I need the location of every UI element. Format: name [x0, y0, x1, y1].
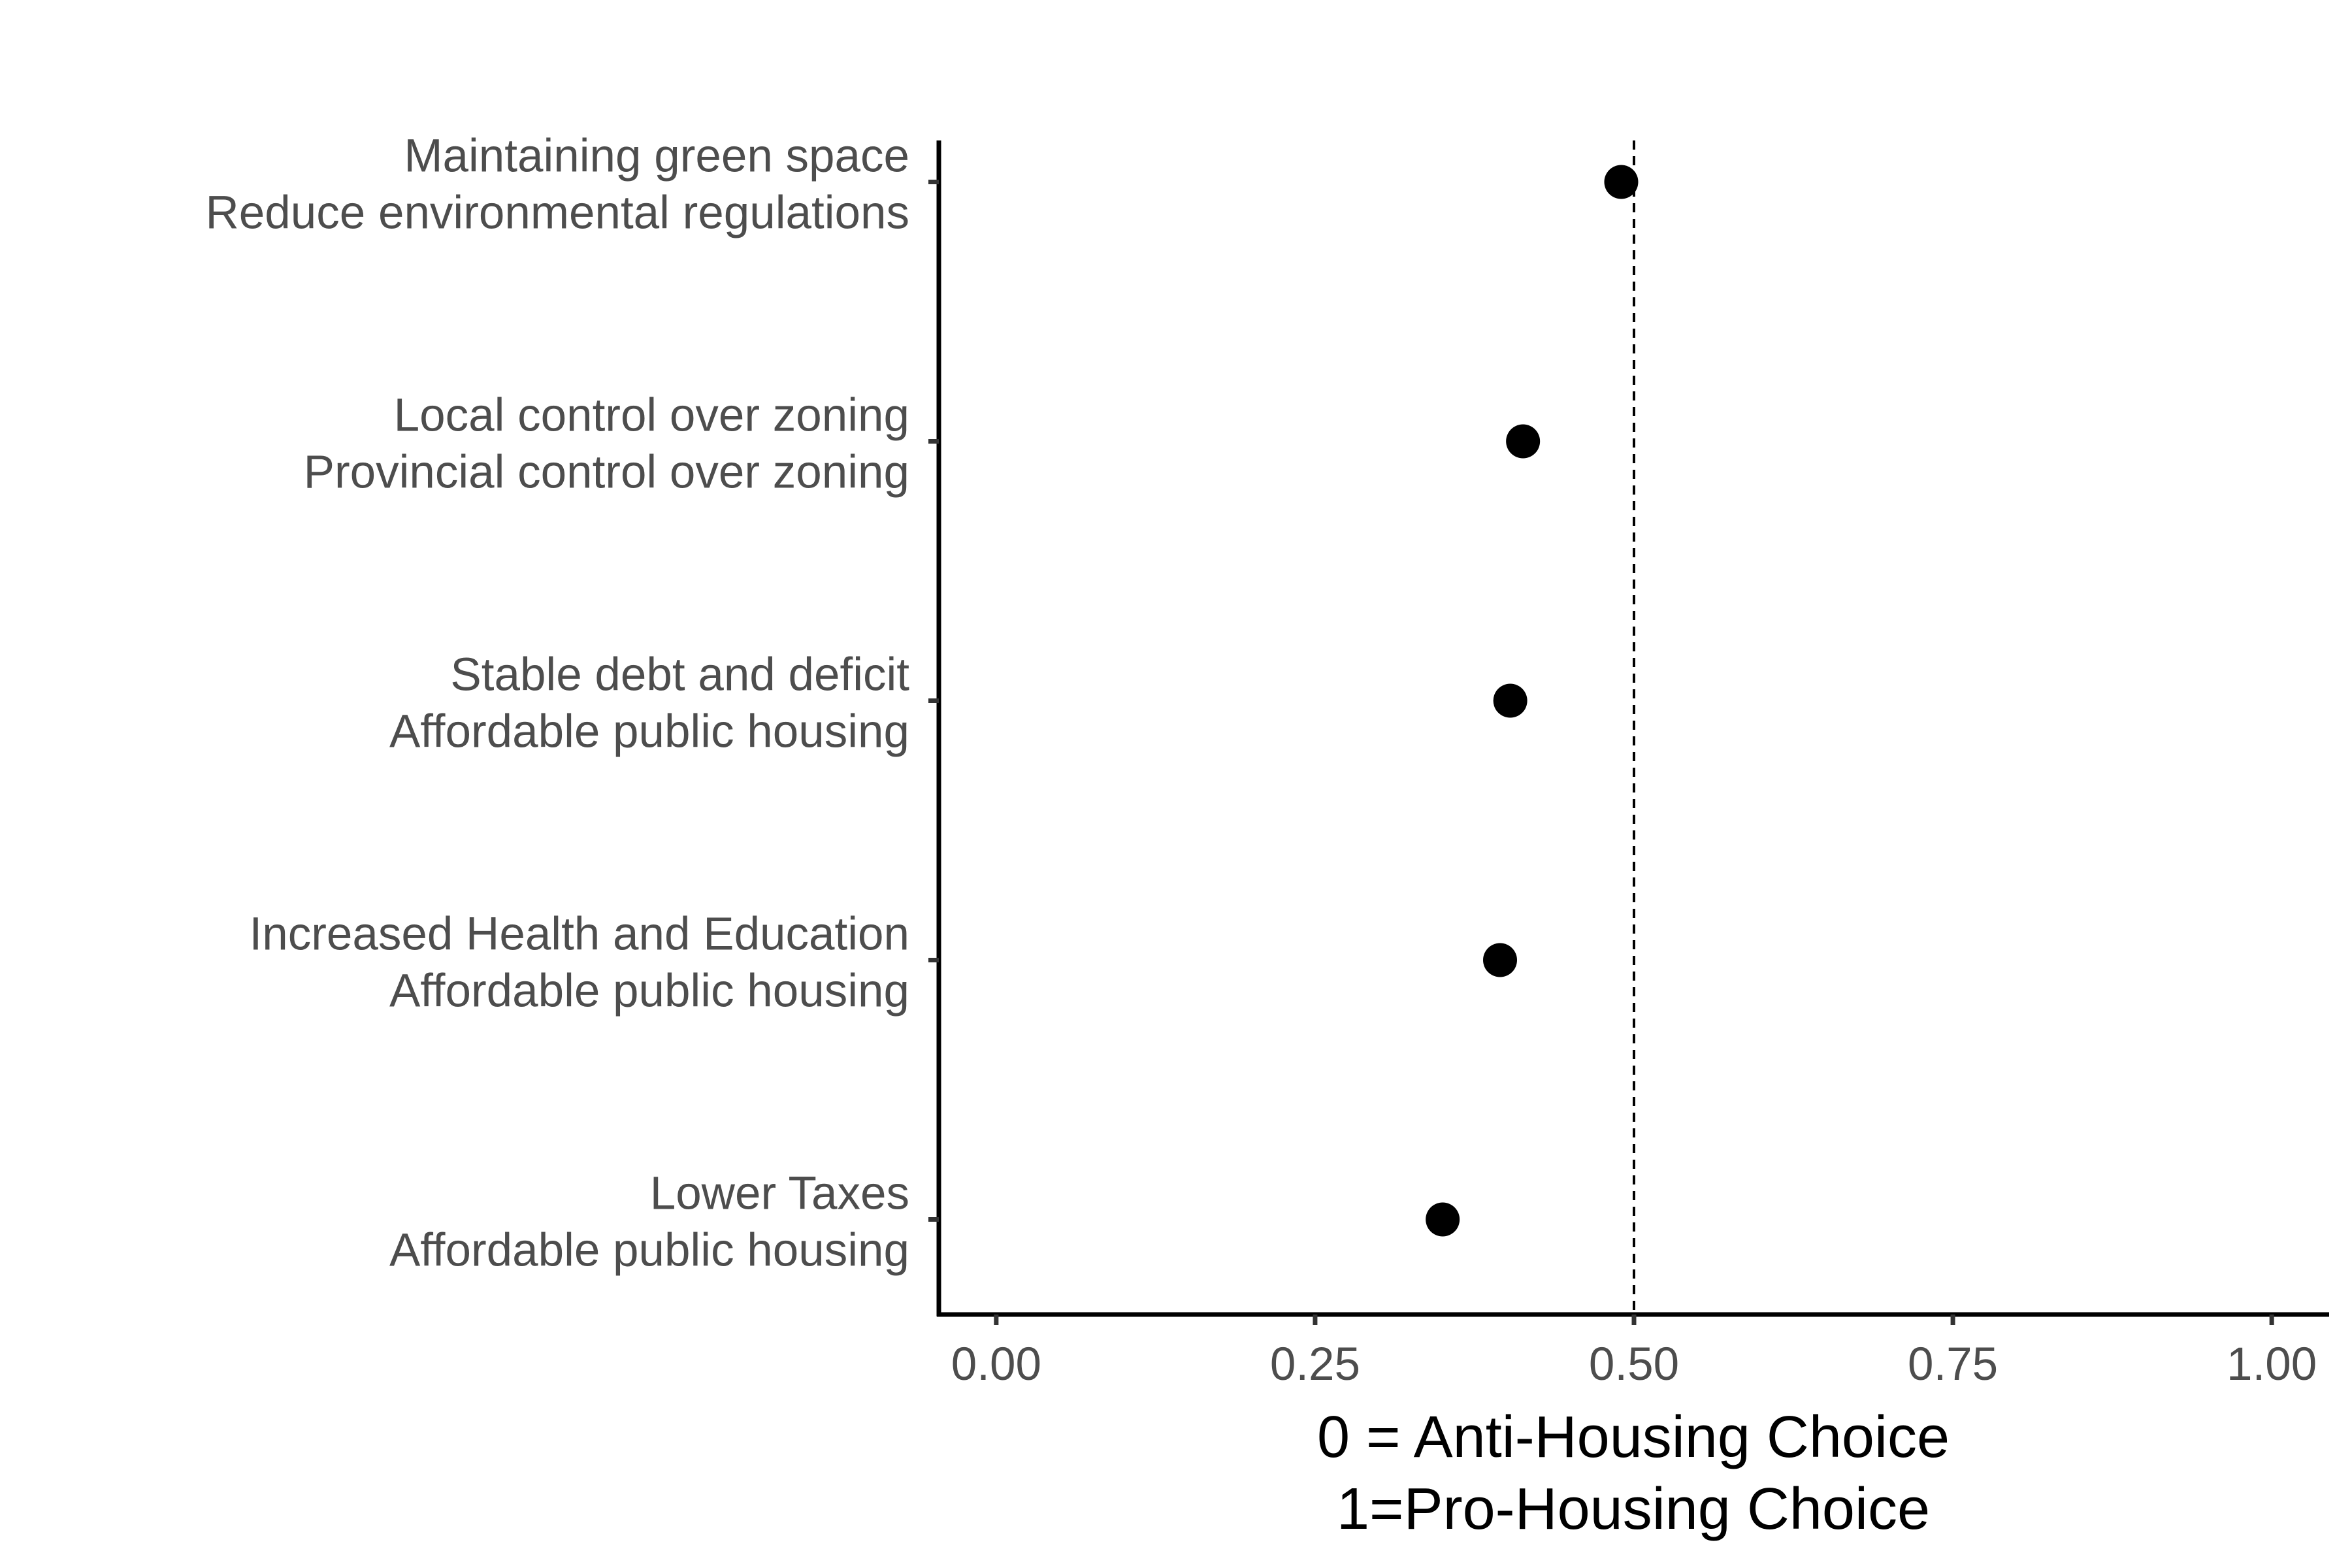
x-tick-label: 0.75: [1908, 1339, 1998, 1390]
y-axis-ticks: Maintaining green space Reduce environmen…: [206, 131, 939, 1277]
data-point: [1604, 165, 1639, 199]
x-axis-title-line-2: 1=Pro-Housing Choice: [1337, 1477, 1930, 1542]
x-tick-label: 0.00: [951, 1339, 1041, 1390]
y-tick-label: Affordable public housing: [389, 1225, 909, 1277]
data-points: [1426, 165, 1639, 1237]
y-tick-label: Local control over zoning: [394, 390, 909, 442]
y-tick-label: Increased Health and Education: [250, 909, 909, 960]
y-tick-label: Provincial control over zoning: [304, 447, 909, 498]
x-tick-label: 1.00: [2227, 1339, 2317, 1390]
x-tick-label: 0.50: [1589, 1339, 1679, 1390]
data-point: [1506, 424, 1541, 459]
y-tick-label: Affordable public housing: [389, 966, 909, 1017]
y-tick-label: Affordable public housing: [389, 706, 909, 758]
data-point: [1493, 683, 1527, 718]
y-tick-label: Maintaining green space: [404, 131, 909, 182]
x-axis-ticks: 0.00 0.25 0.50 0.75 1.00: [951, 1315, 2317, 1390]
x-axis-title-line-1: 0 = Anti-Housing Choice: [1317, 1405, 1950, 1470]
data-point: [1426, 1202, 1460, 1237]
x-tick-label: 0.25: [1270, 1339, 1360, 1390]
y-tick-label: Lower Taxes: [650, 1168, 909, 1220]
data-point: [1483, 943, 1518, 977]
y-tick-label: Reduce environmental regulations: [206, 188, 909, 239]
y-tick-label: Stable debt and deficit: [450, 649, 909, 701]
